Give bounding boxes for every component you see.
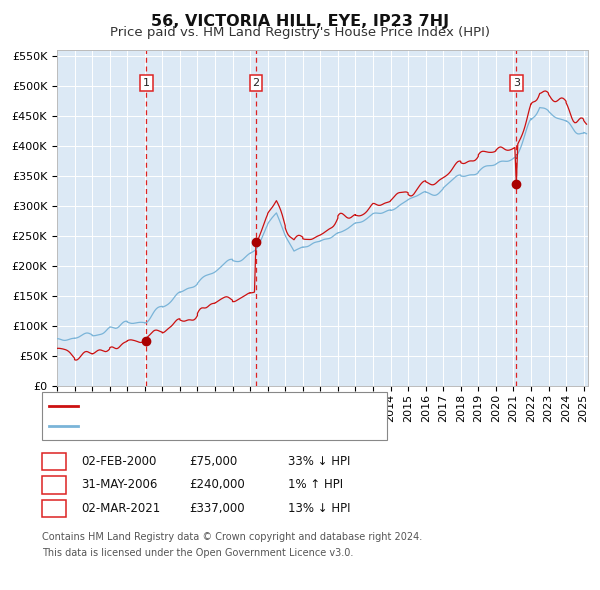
Text: 56, VICTORIA HILL, EYE, IP23 7HJ (detached house): 56, VICTORIA HILL, EYE, IP23 7HJ (detach… (84, 399, 384, 412)
Text: 02-FEB-2000: 02-FEB-2000 (81, 455, 157, 468)
Text: 1% ↑ HPI: 1% ↑ HPI (288, 478, 343, 491)
Text: 56, VICTORIA HILL, EYE, IP23 7HJ: 56, VICTORIA HILL, EYE, IP23 7HJ (151, 14, 449, 29)
Text: This data is licensed under the Open Government Licence v3.0.: This data is licensed under the Open Gov… (42, 548, 353, 558)
Text: 1: 1 (143, 78, 150, 88)
Text: 3: 3 (50, 502, 58, 515)
Text: 13% ↓ HPI: 13% ↓ HPI (288, 502, 350, 515)
Text: 2: 2 (253, 78, 260, 88)
Text: Price paid vs. HM Land Registry's House Price Index (HPI): Price paid vs. HM Land Registry's House … (110, 26, 490, 39)
Text: 1: 1 (50, 455, 58, 468)
Text: 3: 3 (513, 78, 520, 88)
Text: 33% ↓ HPI: 33% ↓ HPI (288, 455, 350, 468)
Text: 2: 2 (50, 478, 58, 491)
Text: Contains HM Land Registry data © Crown copyright and database right 2024.: Contains HM Land Registry data © Crown c… (42, 532, 422, 542)
Text: 31-MAY-2006: 31-MAY-2006 (81, 478, 157, 491)
Text: £337,000: £337,000 (189, 502, 245, 515)
Text: £75,000: £75,000 (189, 455, 237, 468)
Text: 02-MAR-2021: 02-MAR-2021 (81, 502, 160, 515)
Text: HPI: Average price, detached house, Mid Suffolk: HPI: Average price, detached house, Mid … (84, 420, 367, 433)
Text: £240,000: £240,000 (189, 478, 245, 491)
